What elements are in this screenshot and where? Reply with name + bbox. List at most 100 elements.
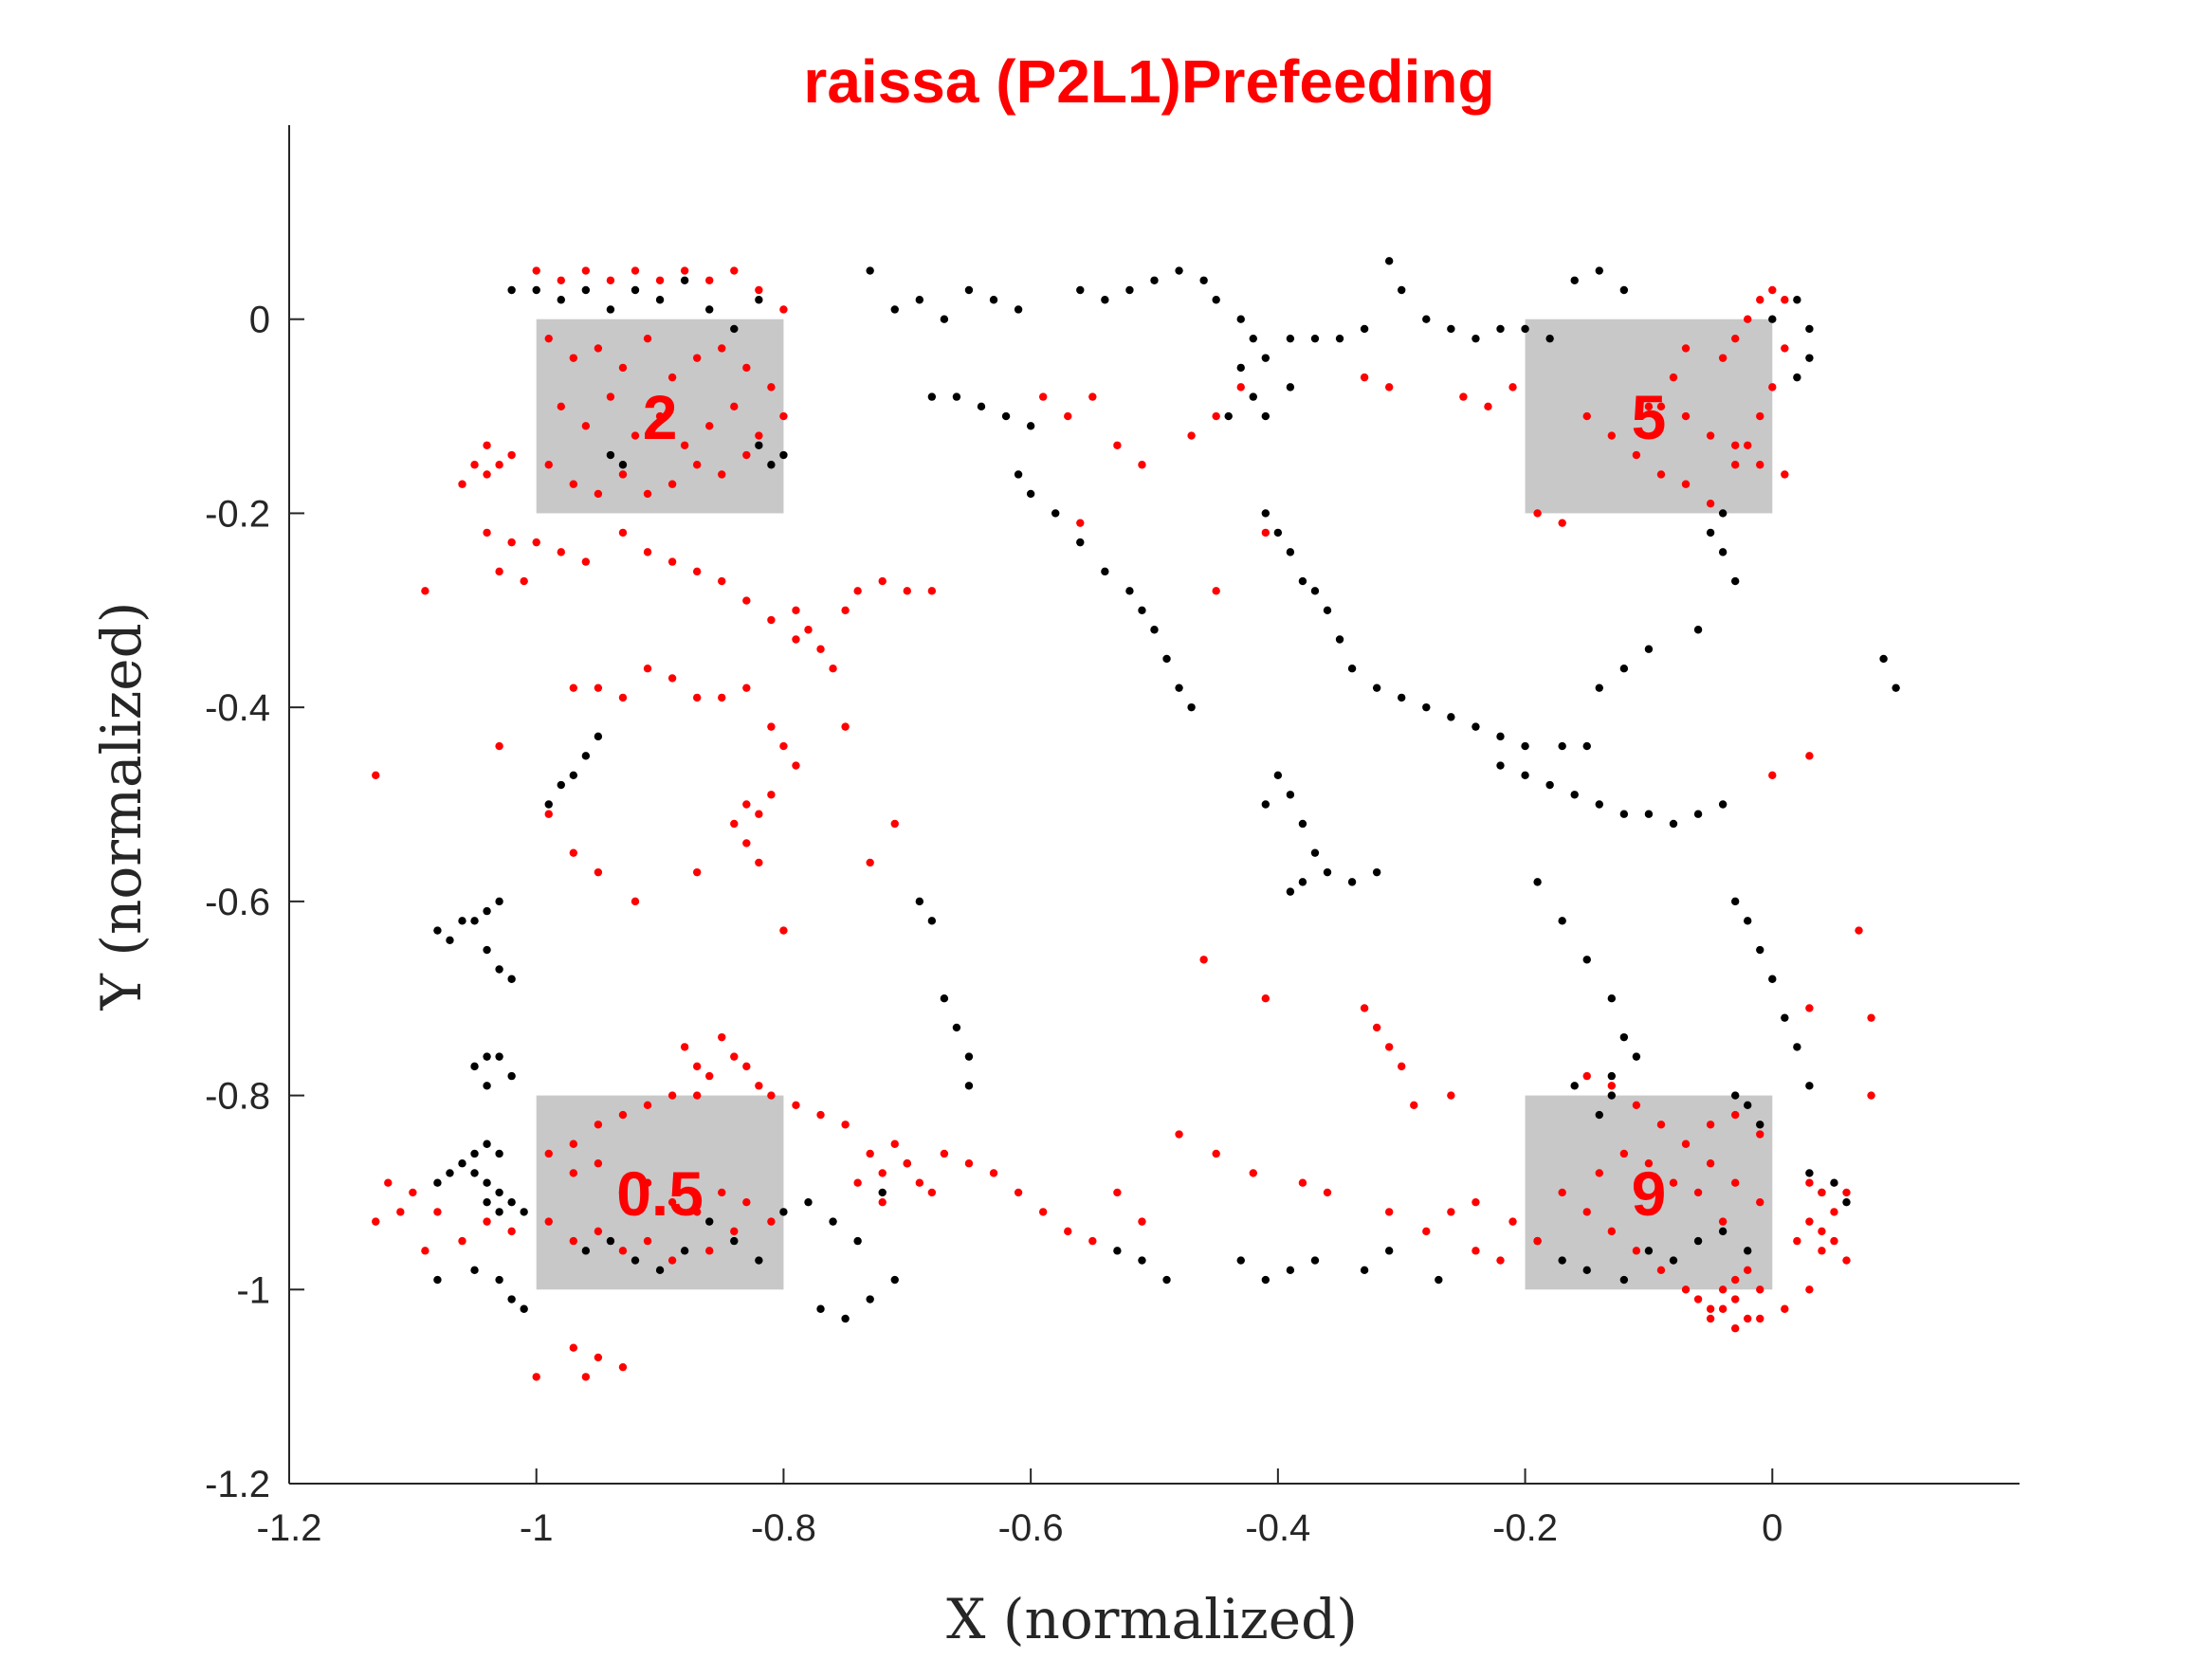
y-tick-label: -0.2 — [205, 493, 270, 535]
data-point — [989, 296, 998, 304]
data-point — [495, 965, 503, 974]
data-point — [1125, 285, 1134, 295]
data-point — [940, 1149, 949, 1158]
data-point — [705, 305, 714, 314]
data-point — [1582, 411, 1591, 421]
data-point — [1632, 1052, 1641, 1061]
data-point — [667, 1091, 677, 1100]
data-point — [1286, 548, 1295, 556]
data-point — [1582, 1266, 1591, 1275]
data-point — [581, 422, 591, 430]
data-point — [1398, 693, 1406, 702]
data-point — [779, 741, 788, 751]
data-point — [1533, 509, 1542, 518]
data-point — [1360, 373, 1369, 382]
data-point — [1360, 1004, 1369, 1012]
data-point — [581, 1247, 591, 1255]
data-point — [767, 791, 776, 799]
data-point — [742, 684, 751, 692]
data-point — [618, 461, 628, 469]
data-point — [915, 296, 924, 304]
data-point — [483, 1082, 491, 1090]
data-point — [1064, 1227, 1072, 1236]
data-point — [1138, 606, 1146, 614]
data-point — [1410, 1101, 1418, 1110]
zones-layer — [536, 319, 1773, 1290]
data-point — [1768, 315, 1777, 323]
data-point — [1521, 324, 1529, 334]
data-point — [667, 1197, 677, 1207]
data-point — [1693, 810, 1703, 818]
data-point — [1805, 752, 1814, 760]
data-point — [1781, 344, 1789, 353]
data-point — [643, 489, 652, 499]
data-point — [1570, 791, 1579, 799]
data-point — [1212, 1149, 1220, 1158]
data-point — [1273, 528, 1283, 538]
data-point — [1199, 276, 1208, 284]
data-point — [742, 363, 751, 373]
data-point — [1286, 791, 1295, 799]
x-tick-label: 0 — [1762, 1507, 1782, 1549]
data-point — [1496, 732, 1505, 741]
data-point — [1644, 1159, 1654, 1168]
data-point — [1607, 431, 1617, 440]
zone-label-0: 2 — [643, 382, 678, 452]
data-point — [964, 1082, 974, 1090]
data-point — [1508, 383, 1517, 392]
data-point — [1261, 509, 1271, 518]
data-point — [557, 548, 565, 556]
data-point — [1693, 1236, 1703, 1246]
data-point — [1607, 1082, 1617, 1090]
data-point — [581, 285, 591, 295]
data-point — [458, 480, 466, 488]
data-point — [594, 1353, 603, 1362]
data-point — [643, 665, 652, 673]
data-point — [730, 324, 739, 334]
data-point — [1249, 392, 1257, 401]
data-point — [755, 441, 763, 449]
data-point — [1113, 1247, 1122, 1255]
data-point — [1026, 489, 1035, 499]
data-point — [1064, 411, 1072, 421]
data-point — [1706, 1314, 1715, 1323]
data-point — [1261, 528, 1271, 538]
data-point — [1582, 741, 1591, 751]
data-point — [1730, 576, 1740, 586]
data-point — [1805, 1004, 1814, 1012]
data-point — [730, 1236, 739, 1246]
data-point — [1644, 810, 1654, 818]
data-point — [1805, 1178, 1814, 1187]
data-point — [1730, 1324, 1740, 1333]
data-point — [655, 1266, 665, 1275]
data-point — [1730, 1110, 1740, 1120]
data-point — [495, 567, 503, 576]
data-point — [1138, 461, 1146, 469]
data-point — [483, 441, 491, 449]
data-point — [1051, 509, 1060, 518]
data-point — [1879, 654, 1888, 664]
data-point — [1632, 450, 1641, 460]
data-point — [495, 897, 503, 906]
data-point — [1619, 810, 1629, 818]
data-point — [495, 1208, 503, 1216]
data-point — [1619, 285, 1629, 295]
data-point — [779, 926, 788, 935]
data-point — [372, 771, 380, 779]
x-tick-label: -0.8 — [751, 1507, 816, 1549]
y-tick-label: -1 — [236, 1269, 270, 1311]
data-point — [1781, 470, 1789, 479]
data-point — [655, 276, 665, 284]
data-point — [470, 1169, 479, 1177]
data-point — [1805, 324, 1814, 334]
data-point — [1014, 305, 1023, 314]
data-point — [1076, 538, 1085, 547]
data-point — [1138, 1256, 1146, 1265]
data-point — [618, 470, 628, 479]
data-point — [1199, 956, 1208, 964]
data-point — [1818, 1247, 1826, 1255]
data-point — [667, 557, 677, 566]
data-point — [520, 1304, 528, 1313]
x-tick-label: -0.2 — [1492, 1507, 1558, 1549]
